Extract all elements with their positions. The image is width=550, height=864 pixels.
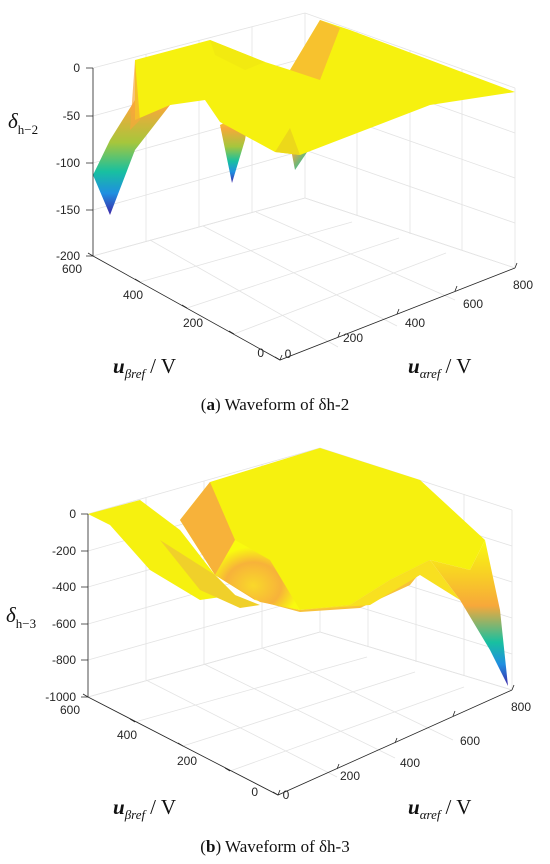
panel-a-ztick-3: -150	[56, 203, 80, 217]
panel-a-xlabel-symbol: u	[408, 354, 420, 378]
panel-b-ylabel: uβref / V	[113, 795, 176, 822]
panel-a-axes	[86, 67, 518, 361]
panel-b-ztick-0: 0	[69, 507, 76, 521]
panel-a-xtick-400: 400	[405, 316, 425, 330]
panel-b-xlabel-sub: αref	[420, 807, 443, 822]
panel-a-xlabel: uαref / V	[408, 354, 471, 381]
panel-a-zlabel-symbol: δ	[8, 109, 19, 133]
panel-b-xlabel-unit: / V	[445, 795, 471, 819]
panel-b-ztick-5: -1000	[45, 690, 76, 704]
panel-a-ylabel-sub: βref	[124, 366, 148, 381]
panel-a-xtick-600: 600	[463, 297, 483, 311]
panel-b-axes	[81, 513, 515, 796]
panel-b-ztick-2: -400	[52, 580, 76, 594]
panel-a-caption: (a) Waveform of δh-2	[201, 395, 349, 414]
panel-b-xlabel: uαref / V	[408, 795, 471, 822]
panel-b-xtick-0: 0	[283, 788, 290, 802]
panel-b-ytick-400: 400	[117, 728, 137, 742]
panel-a-ylabel-unit: / V	[150, 354, 176, 378]
panel-b-caption: (b) Waveform of δh-3	[200, 837, 349, 856]
panel-b-xtick-400: 400	[400, 756, 420, 770]
panel-a-xtick-0: 0	[285, 347, 292, 361]
panel-a-xlabel-unit: / V	[445, 354, 471, 378]
panel-b-ytick-600: 600	[60, 703, 80, 717]
panel-a-ytick-0: 0	[257, 346, 264, 360]
panel-a-ylabel: uβref / V	[113, 354, 176, 381]
panel-b-zlabel-symbol: δ	[6, 603, 17, 627]
panel-a-xtick-200: 200	[343, 331, 363, 345]
panel-a-zlabel: δh−2	[8, 109, 38, 137]
panel-a-ztick-4: -200	[56, 249, 80, 263]
panel-b-zlabel-sub: h−3	[16, 616, 36, 631]
panel-a-ytick-600: 600	[62, 262, 82, 276]
panel-a: 0 -50 -100 -150 -200 600 400 200 0 0 200…	[8, 12, 533, 414]
panel-a-ztick-2: -100	[56, 156, 80, 170]
panel-b: 0 -200 -400 -600 -800 -1000 600 400 200 …	[6, 447, 531, 856]
panel-b-xlabel-symbol: u	[408, 795, 420, 819]
panel-a-ytick-200: 200	[183, 316, 203, 330]
panel-a-zlabel-sub: h−2	[18, 122, 38, 137]
panel-a-ytick-400: 400	[123, 288, 143, 302]
panel-b-xtick-600: 600	[460, 734, 480, 748]
panel-a-surface	[93, 20, 515, 215]
panel-b-xtick-800: 800	[511, 700, 531, 714]
panel-b-ytick-0: 0	[251, 785, 258, 799]
panel-a-ztick-1: -50	[63, 109, 81, 123]
panel-b-zlabel: δh−3	[6, 603, 36, 631]
panel-b-ylabel-unit: / V	[150, 795, 176, 819]
panel-b-ztick-3: -600	[52, 617, 76, 631]
panel-b-caption-text: Waveform of δh-3	[225, 837, 350, 856]
panel-a-ylabel-symbol: u	[113, 354, 125, 378]
panel-b-ylabel-sub: βref	[124, 807, 148, 822]
panel-a-label: a	[206, 395, 215, 414]
panel-b-ylabel-symbol: u	[113, 795, 125, 819]
panel-b-ztick-4: -800	[52, 653, 76, 667]
panel-a-xtick-800: 800	[513, 278, 533, 292]
panel-b-ztick-1: -200	[52, 544, 76, 558]
panel-b-ytick-200: 200	[177, 754, 197, 768]
panel-b-xtick-200: 200	[340, 769, 360, 783]
panel-b-label: b	[206, 837, 215, 856]
panel-b-surface	[88, 448, 508, 686]
panel-a-caption-text: Waveform of δh-2	[225, 395, 350, 414]
panel-a-ztick-0: 0	[73, 61, 80, 75]
panel-a-xlabel-sub: αref	[420, 366, 443, 381]
